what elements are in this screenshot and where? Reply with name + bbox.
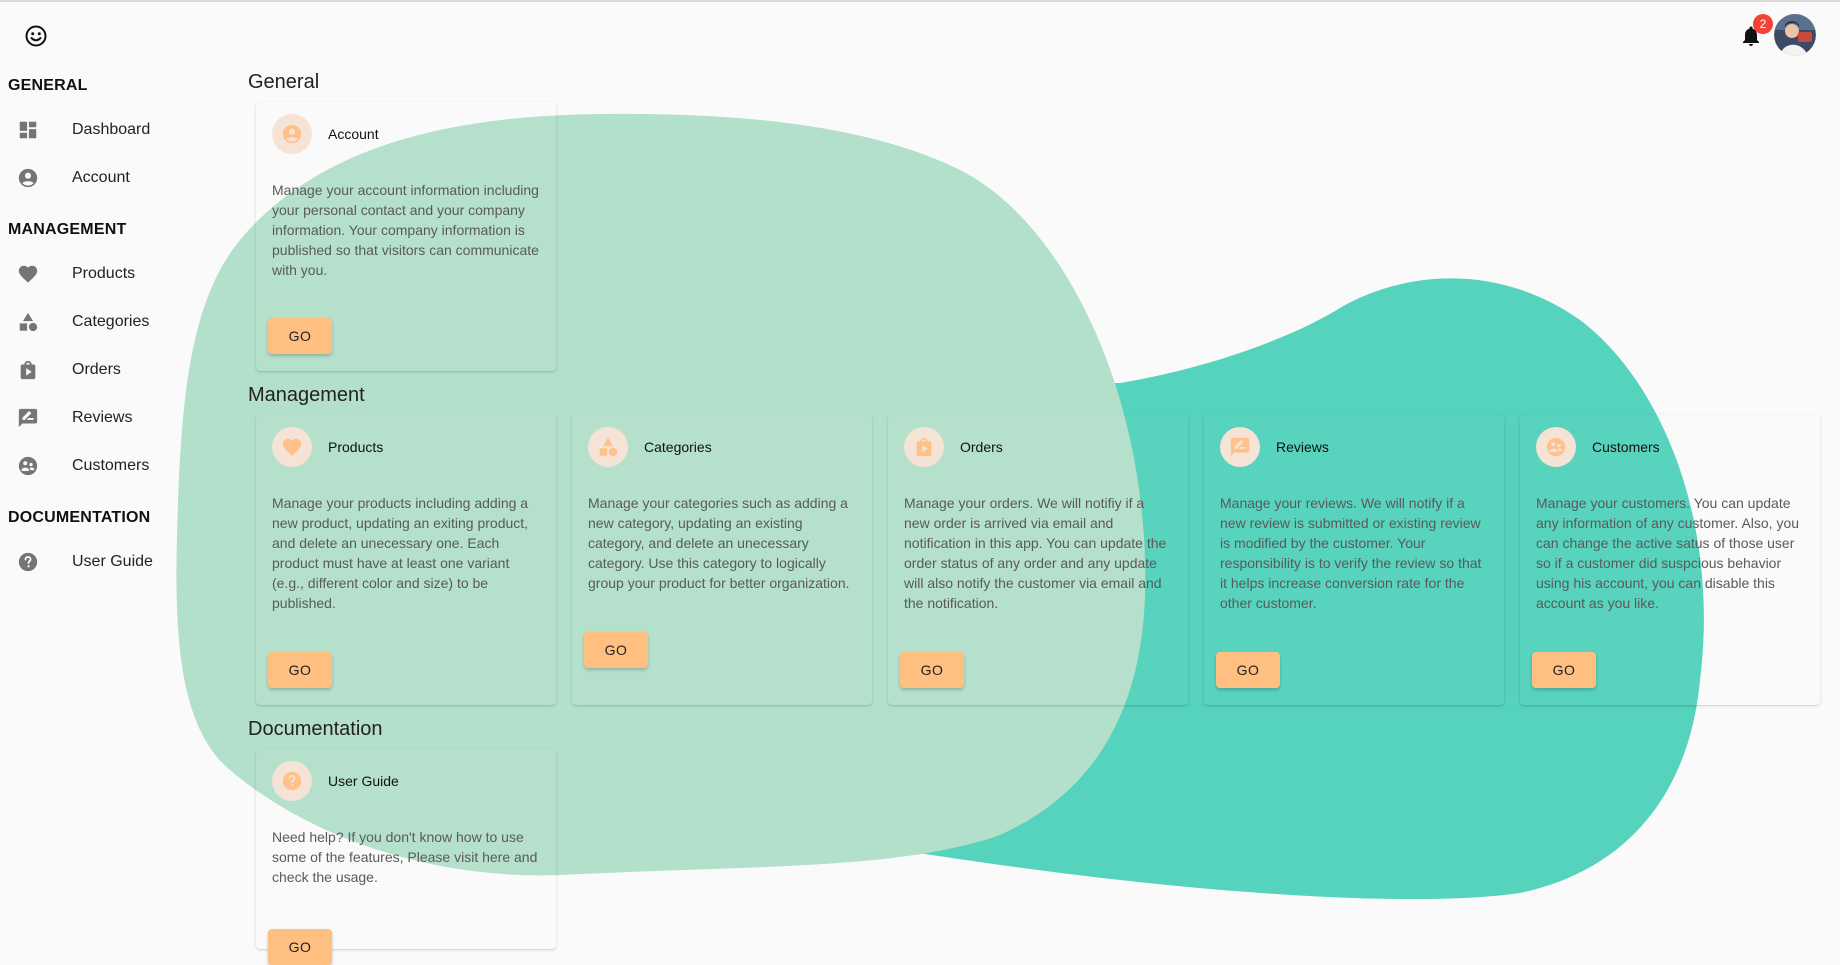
shopping-bag-icon: [904, 427, 944, 467]
card-account: Account Manage your account information …: [256, 102, 556, 371]
card-description: Manage your customers. You can update an…: [1536, 495, 1800, 611]
sidebar-section-documentation: DOCUMENTATION: [8, 509, 151, 526]
card-title: User Guide: [328, 773, 399, 789]
sidebar-item-label: Dashboard: [72, 121, 151, 138]
section-title-documentation: Documentation: [248, 717, 383, 740]
sidebar: GENERAL Dashboard Account MANAGEMENT Pro…: [0, 66, 220, 586]
products-go-button[interactable]: GO: [268, 652, 332, 688]
sidebar-item-label: Reviews: [72, 409, 133, 426]
smiley-icon[interactable]: [20, 20, 52, 52]
sidebar-item-user-guide[interactable]: User Guide: [0, 538, 220, 586]
sidebar-section-management: MANAGEMENT: [8, 221, 127, 238]
shapes-icon: [16, 310, 40, 334]
card-title: Customers: [1592, 439, 1660, 455]
account-circle-icon: [272, 114, 312, 154]
reviews-go-button[interactable]: GO: [1216, 652, 1280, 688]
sidebar-section-general: GENERAL: [8, 77, 88, 94]
heart-icon: [16, 262, 40, 286]
rate-review-icon: [16, 406, 40, 430]
card-description: Manage your categories such as adding a …: [588, 495, 850, 591]
sidebar-item-categories[interactable]: Categories: [0, 298, 220, 346]
top-bar: 2: [0, 2, 1840, 66]
card-description: Need help? If you don't know how to use …: [272, 829, 538, 885]
sidebar-item-label: Account: [72, 169, 130, 186]
account-circle-icon: [16, 166, 40, 190]
bell-icon: [1743, 26, 1759, 46]
card-orders: Orders Manage your orders. We will notif…: [888, 415, 1188, 705]
sidebar-item-label: User Guide: [72, 553, 153, 570]
sidebar-item-reviews[interactable]: Reviews: [0, 394, 220, 442]
card-categories: Categories Manage your categories such a…: [572, 415, 872, 705]
notifications-button[interactable]: 2: [1735, 14, 1773, 52]
card-reviews: Reviews Manage your reviews. We will not…: [1204, 415, 1504, 705]
card-description: Manage your orders. We will notifiy if a…: [904, 495, 1167, 611]
card-description: Manage your products including adding a …: [272, 495, 529, 611]
user-guide-go-button[interactable]: GO: [268, 929, 332, 965]
help-icon: [16, 550, 40, 574]
card-title: Orders: [960, 439, 1003, 455]
help-icon: [272, 761, 312, 801]
card-title: Account: [328, 126, 379, 142]
card-products: Products Manage your products including …: [256, 415, 556, 705]
dashboard-icon: [16, 118, 40, 142]
orders-go-button[interactable]: GO: [900, 652, 964, 688]
sidebar-item-label: Customers: [72, 457, 150, 474]
main-content: General Account Manage your account info…: [248, 66, 1828, 965]
top-border: [0, 0, 1840, 2]
card-customers: Customers Manage your customers. You can…: [1520, 415, 1820, 705]
account-go-button[interactable]: GO: [268, 318, 332, 354]
customers-go-button[interactable]: GO: [1532, 652, 1596, 688]
shapes-icon: [588, 427, 628, 467]
customers-icon: [16, 454, 40, 478]
card-title: Products: [328, 439, 384, 455]
sidebar-item-dashboard[interactable]: Dashboard: [0, 106, 220, 154]
section-title-general: General: [248, 70, 320, 93]
sidebar-item-label: Products: [72, 265, 136, 282]
card-user-guide: User Guide Need help? If you don't know …: [256, 749, 556, 965]
sidebar-item-label: Orders: [72, 361, 121, 378]
user-avatar[interactable]: [1774, 14, 1816, 56]
card-title: Reviews: [1276, 439, 1329, 455]
sidebar-item-customers[interactable]: Customers: [0, 442, 220, 490]
section-title-management: Management: [248, 383, 365, 406]
categories-go-button[interactable]: GO: [584, 632, 648, 668]
card-title: Categories: [644, 439, 712, 455]
sidebar-item-account[interactable]: Account: [0, 154, 220, 202]
sidebar-item-products[interactable]: Products: [0, 250, 220, 298]
customers-icon: [1536, 427, 1576, 467]
shopping-bag-icon: [16, 358, 40, 382]
card-description: Manage your reviews. We will notify if a…: [1220, 495, 1482, 611]
sidebar-item-orders[interactable]: Orders: [0, 346, 220, 394]
card-description: Manage your account information includin…: [272, 182, 539, 278]
heart-icon: [272, 427, 312, 467]
rate-review-icon: [1220, 427, 1260, 467]
sidebar-item-label: Categories: [72, 313, 150, 330]
notification-badge: 2: [1753, 14, 1773, 34]
